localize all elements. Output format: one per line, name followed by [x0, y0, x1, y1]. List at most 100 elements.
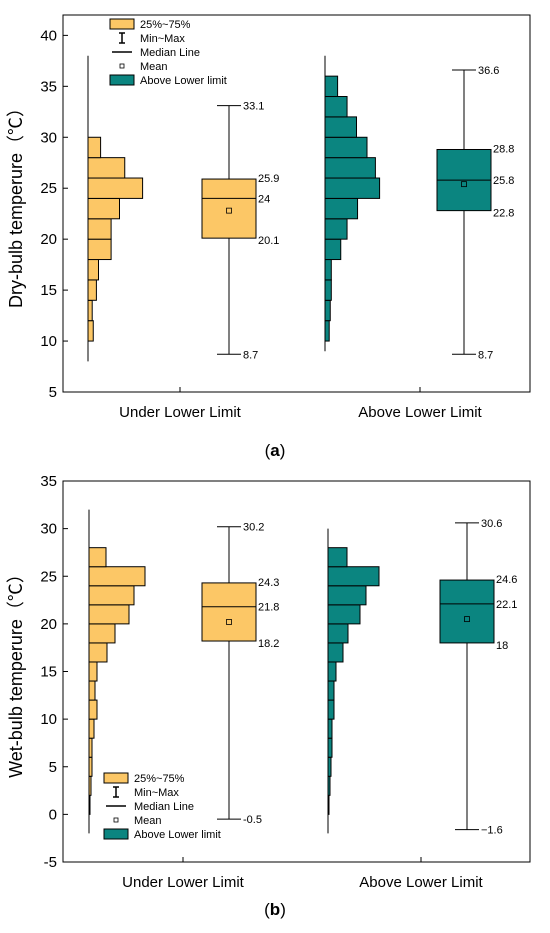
histogram-bar [87, 177, 144, 199]
legend-label: Median Line [140, 47, 200, 59]
y-tick-label: 10 [40, 711, 57, 728]
histogram-bar [324, 157, 376, 179]
max-annotation: 30.6 [481, 518, 502, 530]
q3-annotation: 25.9 [258, 173, 279, 185]
legend: 25%~75% Min~Max Median Line Mean Above Lower… [109, 18, 227, 87]
panel-label: (a) [265, 441, 286, 460]
x-category-label: Under Lower Limit [122, 874, 245, 891]
x-category-label: Under Lower Limit [119, 404, 242, 421]
histogram-bar [327, 547, 348, 568]
histogram-bar [327, 661, 337, 682]
y-tick-label: 35 [40, 473, 57, 490]
legend-label: Above Lower limit [140, 75, 227, 87]
histogram-bar [88, 547, 107, 568]
histogram-bar [88, 775, 92, 796]
mean-marker [226, 619, 232, 625]
max-annotation: 33.1 [243, 101, 264, 113]
histogram-bar [88, 642, 108, 663]
histogram-bar [327, 794, 330, 815]
legend-mean-marker-icon [113, 817, 119, 823]
histogram-bar [87, 259, 99, 281]
y-tick-label: 25 [40, 568, 57, 585]
histogram-bar [87, 299, 93, 322]
histogram-bar [87, 320, 94, 342]
median-annotation: 25.8 [493, 175, 514, 187]
q3-annotation: 24.3 [258, 577, 279, 589]
histogram-bar [327, 604, 361, 625]
histogram-bar [324, 299, 331, 322]
y-tick-label: 15 [40, 664, 57, 681]
histogram-bar [327, 680, 335, 701]
legend-label: Min~Max [134, 787, 179, 799]
y-tick-label: 30 [40, 129, 57, 146]
iqr-box [201, 178, 257, 239]
histogram-bar [324, 197, 359, 220]
median-annotation: 24 [258, 193, 270, 205]
q1-annotation: 18.2 [258, 638, 279, 650]
q3-annotation: 24.6 [496, 574, 517, 586]
legend-label: Above Lower limit [134, 829, 221, 841]
x-category-label: Above Lower Limit [359, 874, 483, 891]
histogram-bar [324, 177, 381, 199]
min-annotation: 8.7 [478, 349, 493, 361]
histogram-bar [324, 320, 330, 342]
histogram-bar [88, 794, 91, 815]
histogram-bar [324, 96, 348, 118]
histogram-bar [327, 775, 331, 796]
y-tick-label: 35 [40, 78, 57, 95]
histogram-bar [327, 585, 367, 606]
histogram-bar [88, 756, 93, 777]
histogram-bar [324, 116, 357, 138]
histogram-bar [327, 718, 333, 739]
y-axis-title: Dry-bulb temperure（℃） [6, 99, 26, 308]
histogram-bar [87, 279, 97, 301]
min-annotation: -0.5 [243, 814, 262, 826]
median-annotation: 21.8 [258, 602, 279, 614]
legend-box-icon [109, 18, 135, 30]
median-annotation: 22.1 [496, 599, 517, 611]
y-axis-title: Wet-bulb temperure（℃） [6, 565, 26, 778]
y-tick-label: 15 [40, 282, 57, 299]
y-tick-label: 5 [49, 384, 57, 401]
histogram-bar [87, 197, 120, 220]
histogram-bar [88, 680, 96, 701]
histogram-bar [324, 75, 339, 98]
legend-label: Mean [140, 61, 168, 73]
histogram-bar [88, 718, 95, 739]
legend: 25%~75% Min~Max Median Line Mean Above Lower… [103, 772, 221, 841]
legend-box-icon [103, 772, 129, 784]
x-category-label: Above Lower Limit [358, 404, 482, 421]
max-annotation: 36.6 [478, 65, 499, 77]
legend-label: Mean [134, 815, 162, 827]
legend-label: 25%~75% [140, 19, 191, 31]
plot-frame [62, 14, 531, 393]
histogram-bar [327, 737, 333, 758]
iqr-box [439, 579, 495, 644]
histogram-bar [324, 238, 342, 261]
chart-panel-a: 5 10 15 20 25 30 35 40 Under Lower Limit Above Lo… [6, 14, 531, 460]
histogram-bar [327, 566, 380, 587]
legend-mean-marker-icon [119, 63, 125, 69]
histogram-bar [88, 623, 116, 644]
y-tick-label: 0 [49, 806, 57, 823]
panel-label: (b) [264, 900, 286, 919]
mean-marker [464, 616, 470, 623]
q3-annotation: 28.8 [493, 143, 514, 155]
histogram-bar [324, 218, 348, 240]
iqr-box [201, 582, 257, 642]
histogram-bar [327, 756, 332, 777]
histogram-bar [327, 699, 335, 720]
histogram-bar [88, 699, 98, 720]
histogram-bar [324, 136, 368, 159]
q1-annotation: 20.1 [258, 235, 279, 247]
histogram-bar [327, 623, 349, 644]
max-annotation: 30.2 [243, 522, 264, 534]
histogram-bar [88, 661, 98, 682]
histogram-bar [87, 157, 126, 179]
y-tick-label: 10 [40, 333, 57, 350]
histogram-bar [87, 218, 112, 240]
legend-box-icon [103, 828, 129, 840]
histogram-bar [88, 737, 93, 758]
legend-label: Median Line [134, 801, 194, 813]
